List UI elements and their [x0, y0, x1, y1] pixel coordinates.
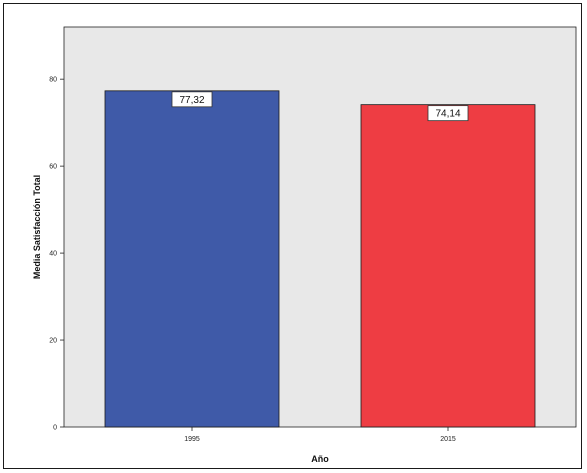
- data-label-box: [427, 105, 469, 122]
- x-tick-label-1995: 1995: [184, 436, 200, 443]
- bars: [104, 90, 536, 428]
- y-tick-label: 20: [49, 338, 57, 345]
- data-label-box: [171, 91, 213, 108]
- y-tick-label: 60: [49, 164, 57, 171]
- x-axis: 1995 2015: [184, 427, 456, 443]
- data-label-1995: 77,32: [179, 95, 204, 106]
- data-labels: 77,32 74,14: [171, 91, 469, 122]
- bar-chart: 0 20 40 60 80 1995 2015 77,32 74,14 Año Media …: [32, 26, 577, 464]
- data-label-2015: 74,14: [435, 109, 460, 120]
- y-tick-label: 40: [49, 251, 57, 258]
- x-axis-title: Año: [311, 454, 329, 464]
- bar-1995: [104, 90, 280, 428]
- y-tick-label: 0: [53, 425, 57, 432]
- y-axis: 0 20 40 60 80: [49, 77, 64, 432]
- x-tick-label-2015: 2015: [440, 436, 456, 443]
- y-axis-title: Media Satisfacción Total: [32, 175, 42, 279]
- bar-2015: [360, 104, 536, 428]
- y-tick-label: 80: [49, 77, 57, 84]
- chart-frame: 0 20 40 60 80 1995 2015 77,32 74,14 Año Media …: [3, 3, 582, 469]
